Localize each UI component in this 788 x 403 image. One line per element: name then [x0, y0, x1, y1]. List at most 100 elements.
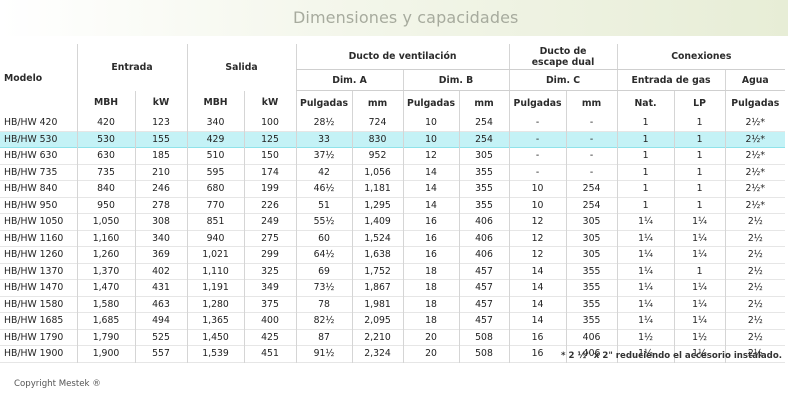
- cell-salida-kw: 451: [243, 345, 297, 362]
- cell-entrada-mbh: 840: [76, 180, 135, 197]
- header-salida-kw: kW: [243, 90, 297, 115]
- cell-entrada-kw: 210: [134, 164, 188, 181]
- copyright: Copyright Mestek ®: [14, 379, 101, 389]
- cell-agua-pulgadas: 2½: [724, 312, 786, 329]
- cell-entrada-kw: 340: [134, 230, 188, 247]
- cell-dim-b-pulgadas: 20: [402, 329, 460, 346]
- header-agua: Agua: [724, 69, 786, 91]
- cell-model: HB/HW 1370: [4, 265, 64, 277]
- table-row: HB/HW 1580 1,580 463 1,280 375 78 1,981 18 457 14…: [0, 296, 786, 313]
- cell-salida-kw: 425: [243, 329, 297, 346]
- cell-dim-a-pulgadas: 37½: [295, 147, 353, 164]
- cell-dim-c-mm: -: [565, 164, 618, 181]
- cell-entrada-kw: 369: [134, 246, 188, 263]
- cell-salida-kw: 299: [243, 246, 297, 263]
- cell-entrada-mbh: 950: [76, 197, 135, 214]
- cell-entrada-mbh: 1,790: [76, 329, 135, 346]
- cell-salida-mbh: 1,450: [186, 329, 245, 346]
- cell-dim-b-pulgadas: 16: [402, 213, 460, 230]
- cell-entrada-kw: 246: [134, 180, 188, 197]
- cell-model: HB/HW 950: [4, 199, 58, 211]
- cell-dim-c-pulgadas: 10: [508, 180, 567, 197]
- cell-model: HB/HW 735: [4, 166, 58, 178]
- header-salida: Salida: [186, 44, 297, 91]
- cell-dim-b-mm: 457: [458, 296, 510, 313]
- cell-model: HB/HW 420: [4, 117, 58, 128]
- cell-gas-lp: 1: [673, 263, 726, 280]
- cell-entrada-mbh: 1,260: [76, 246, 135, 263]
- cell-gas-nat: 1: [616, 180, 675, 197]
- cell-dim-c-mm: 305: [565, 213, 618, 230]
- cell-dim-b-mm: 355: [458, 164, 510, 181]
- header-dim-c-mm: mm: [565, 90, 618, 115]
- cell-gas-nat: 1¼: [616, 312, 675, 329]
- header-ducto-escape: Ducto de escape dual: [508, 44, 618, 70]
- cell-dim-b-mm: 508: [458, 345, 510, 362]
- cell-entrada-mbh: 1,685: [76, 312, 135, 329]
- cell-gas-lp: 1¼: [673, 213, 726, 230]
- cell-model: HB/HW 1685: [4, 315, 64, 326]
- cell-dim-a-pulgadas: 28½: [295, 115, 353, 131]
- table-row: HB/HW 840 840 246 680 199 46½ 1,181 14 355 10 254 1…: [0, 180, 786, 197]
- cell-salida-kw: 349: [243, 279, 297, 296]
- cell-dim-c-pulgadas: 14: [508, 263, 567, 280]
- header-dim-b-pulgadas: Pulgadas: [402, 90, 460, 115]
- cell-dim-c-mm: 355: [565, 263, 618, 280]
- cell-entrada-kw: 557: [134, 345, 188, 362]
- cell-dim-c-mm: 305: [565, 230, 618, 247]
- cell-gas-lp: 1½: [673, 329, 726, 346]
- cell-gas-nat: 1¼: [616, 230, 675, 247]
- cell-agua-pulgadas: 2½: [724, 279, 786, 296]
- cell-gas-lp: 1: [673, 197, 726, 214]
- cell-salida-mbh: 680: [186, 180, 245, 197]
- cell-agua-pulgadas: 2½*: [724, 197, 786, 214]
- cell-gas-nat: 1¼: [616, 246, 675, 263]
- header-dim-a: Dim. A: [295, 69, 404, 91]
- cell-dim-b-mm: 406: [458, 230, 510, 247]
- cell-dim-b-pulgadas: 20: [402, 345, 460, 362]
- cell-dim-a-pulgadas: 73½: [295, 279, 353, 296]
- cell-salida-mbh: 1,280: [186, 296, 245, 313]
- cell-dim-b-pulgadas: 18: [402, 312, 460, 329]
- cell-salida-kw: 100: [243, 115, 297, 131]
- cell-dim-a-mm: 1,752: [351, 263, 404, 280]
- cell-dim-a-mm: 724: [351, 115, 404, 131]
- cell-salida-mbh: 1,539: [186, 345, 245, 362]
- cell-dim-a-pulgadas: 69: [295, 263, 353, 280]
- cell-dim-c-pulgadas: 16: [508, 329, 567, 346]
- cell-dim-c-pulgadas: -: [508, 164, 567, 181]
- table-row: HB/HW 1050 1,050 308 851 249 55½ 1,409 16 406 12 3…: [0, 213, 786, 230]
- table-row: HB/HW 630 630 185 510 150 37½ 952 12 305- -1 1 2½*: [0, 147, 786, 164]
- cell-salida-kw: 275: [243, 230, 297, 247]
- cell-dim-b-pulgadas: 10: [402, 131, 460, 148]
- cell-dim-b-pulgadas: 14: [402, 180, 460, 197]
- cell-dim-a-mm: 1,295: [351, 197, 404, 214]
- header-dim-b-mm: mm: [458, 90, 510, 115]
- cell-dim-c-mm: 355: [565, 296, 618, 313]
- cell-entrada-mbh: 1,370: [76, 263, 135, 280]
- cell-salida-kw: 174: [243, 164, 297, 181]
- cell-entrada-mbh: 735: [76, 164, 135, 181]
- cell-dim-a-pulgadas: 33: [295, 131, 353, 148]
- header-ducto-escape-line2: escape dual: [531, 56, 595, 68]
- cell-gas-nat: 1: [616, 147, 675, 164]
- cell-dim-c-pulgadas: 12: [508, 230, 567, 247]
- cell-dim-c-mm: 355: [565, 279, 618, 296]
- table-row: HB/HW 1470 1,470 431 1,191 349 73½ 1,867 18 457 1…: [0, 279, 786, 296]
- cell-gas-lp: 1: [673, 131, 726, 148]
- title-banner: Dimensiones y capacidades: [0, 0, 788, 36]
- cell-gas-nat: 1: [616, 164, 675, 181]
- cell-gas-lp: 1: [673, 115, 726, 131]
- table-row: HB/HW 1900 1,900 557 1,539 451 91½ 2,324 20 508 1…: [0, 345, 786, 362]
- cell-dim-a-mm: 2,324: [351, 345, 404, 362]
- cell-agua-pulgadas: 2½: [724, 263, 786, 280]
- cell-agua-pulgadas: 2½*: [724, 115, 786, 131]
- cell-dim-b-pulgadas: 12: [402, 147, 460, 164]
- cell-dim-b-pulgadas: 18: [402, 263, 460, 280]
- cell-entrada-mbh: 530: [76, 131, 135, 148]
- header-dim-b: Dim. B: [402, 69, 510, 91]
- cell-dim-a-pulgadas: 87: [295, 329, 353, 346]
- header-dim-a-mm: mm: [351, 90, 404, 115]
- table-row: HB/HW 1370 1,370 402 1,110 325 69 1,752 18 457 14…: [0, 263, 786, 280]
- cell-gas-lp: 1¼: [673, 279, 726, 296]
